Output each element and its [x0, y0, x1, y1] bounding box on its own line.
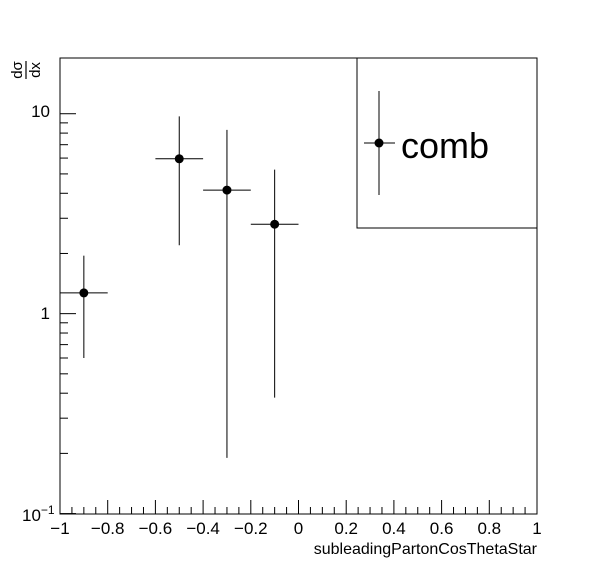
- y-tick-label-tenth-base: 10: [22, 506, 41, 525]
- y-axis-label: dσ dx: [9, 60, 44, 79]
- data-point-4: [250, 169, 299, 398]
- point-marker: [222, 185, 232, 195]
- y-tick-label-ten: 10: [31, 102, 50, 121]
- data-point-2: [155, 116, 204, 246]
- legend: comb: [356, 57, 538, 229]
- y-axis-label-denominator: dx: [27, 62, 44, 78]
- y-axis-ticks: [60, 113, 76, 515]
- data-points: [60, 116, 299, 458]
- x-tick-label: −0.6: [139, 519, 173, 538]
- x-tick-label: 1: [532, 519, 541, 538]
- x-tick-labels: −1 −0.8 −0.6 −0.4 −0.2 0 0.2 0.4 0.6 0.8 1: [50, 519, 541, 538]
- legend-entry-label: comb: [401, 125, 489, 166]
- y-axis-label-numerator: dσ: [9, 60, 26, 78]
- x-tick-label: −0.2: [234, 519, 268, 538]
- x-axis-ticks: [59, 500, 538, 514]
- data-point-1: [60, 255, 108, 358]
- point-marker: [174, 154, 184, 164]
- x-tick-label: 0.8: [477, 519, 501, 538]
- data-point-3: [203, 129, 251, 458]
- x-tick-label: −0.4: [186, 519, 220, 538]
- x-tick-label: 0.2: [334, 519, 358, 538]
- y-tick-label-tenth: 10−1: [22, 503, 55, 525]
- x-tick-label: 0: [294, 519, 303, 538]
- point-marker: [270, 219, 280, 229]
- point-marker: [79, 288, 89, 298]
- x-tick-label: 0.6: [430, 519, 454, 538]
- x-tick-label: −1: [50, 519, 69, 538]
- x-tick-label: −0.8: [91, 519, 125, 538]
- x-tick-label: 0.4: [382, 519, 406, 538]
- legend-marker-dot: [374, 138, 384, 148]
- y-tick-label-one: 1: [41, 304, 50, 323]
- x-axis-label: subleadingPartonCosThetaStar: [314, 541, 538, 558]
- y-tick-label-tenth-exp: −1: [41, 503, 55, 517]
